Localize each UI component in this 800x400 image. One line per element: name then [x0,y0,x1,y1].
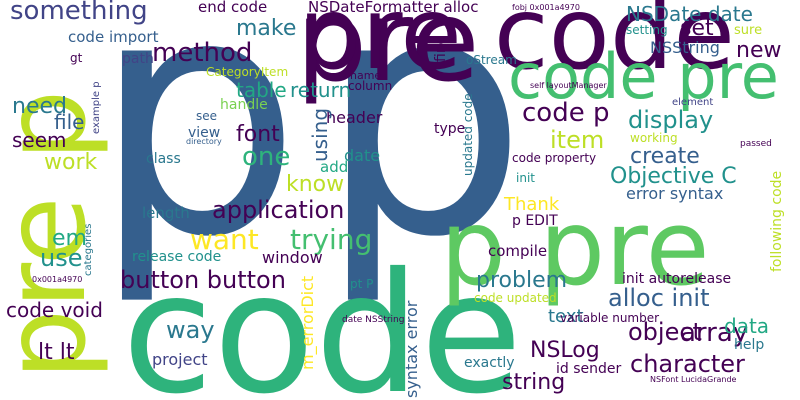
word-date-nsstring: date NSString [342,315,405,325]
word-working: working [630,131,678,145]
word-date: date [344,146,381,165]
word-seem: seem [12,128,67,152]
word-0x001a4970: 0x001a4970 [32,275,83,284]
word-string: string [502,370,566,395]
word-return: return [290,78,352,102]
word-add: add [320,158,349,176]
word-error-syntax: error syntax [626,184,724,203]
word-using: using [308,107,332,162]
word-end-code: end code [198,0,268,16]
word-problem: problem [476,268,568,293]
word-font: font [236,122,280,147]
word-character: character [630,350,745,378]
word-exactly: exactly [464,355,515,371]
word-view: view [188,125,221,141]
word-code-void: code void [6,298,103,322]
word-project: project [152,350,208,369]
word-syntax-error: syntax error [402,300,421,398]
word-set: set [680,16,714,41]
word-class: class [146,151,181,167]
word-object: object [628,318,702,346]
word-length: length [142,204,190,222]
word-know: know [286,172,345,197]
word-p-edit: p EDIT [512,213,558,229]
word-categories: categories [83,223,94,276]
word-following-code: following code [769,170,785,272]
word-array: array [680,318,749,348]
word-sure: sure [734,23,763,38]
word-nslog: NSLog [530,338,600,363]
word-variable-number: variable number [560,311,660,325]
word-pt-p: pt P [350,277,374,291]
word-file: file [54,110,85,134]
word-release-code: release code [132,249,222,265]
word-init-autorelease: init autorelease [622,271,732,287]
word-p-1: p [92,0,302,309]
word-see: see [196,109,218,123]
word-item: item [550,126,605,154]
word-example-p: example p [91,81,102,134]
word-need: need [12,94,67,119]
word-ostream: oStream [466,53,517,67]
word-text: text [548,306,584,327]
word-alloc-init: alloc init [608,284,710,312]
word-create: create [630,144,700,169]
word-want: want [190,223,259,256]
word-self-layoutmanager: self layoutManager [530,81,607,90]
word-make: make [236,16,297,41]
word-display: display [628,106,714,134]
word-table: table [236,78,287,102]
word-window: window [262,248,323,267]
word-m-errordict: m_errorDict [298,275,317,370]
word-header: header [326,108,383,127]
word-pre: pre [296,0,480,107]
word-fine: fine [433,35,449,62]
word-gt: gt [70,51,83,65]
word-code-big: code [122,238,523,400]
word-button-button: button button [120,266,286,294]
word-code-property: code property [512,151,597,165]
word-column: column [348,79,393,93]
word-lt-lt: lt lt [38,340,75,365]
word-handle: handle [220,97,268,113]
word-pre-code: pre code [298,0,735,92]
word-id-sender: id sender [556,361,622,377]
word-thank: Thank [504,194,560,215]
word-nsfont-lucidagrande: NSFont LucidaGrande [650,375,737,384]
word-code-p: code p [522,98,610,128]
word-directory: directory [186,137,222,146]
word-new: new [736,38,782,63]
word-use: use [40,244,83,272]
word-data: data [724,314,770,338]
word-compile: compile [488,242,548,260]
word-method: method [152,38,253,68]
word-init: init [516,171,535,185]
word-path: path [122,51,154,67]
word-way: way [166,316,215,344]
word-code-updated: code updated [474,291,557,305]
word-work: work [44,150,98,175]
word-help: help [734,337,765,353]
word-nsdate-date: NSDate date [626,2,753,26]
word-something: something [10,0,148,26]
word-passed: passed [740,139,772,149]
word-em: em [52,226,87,251]
word-code-pre: code pre [508,40,779,113]
word-name: name [350,69,382,82]
word-categoryitem: CategoryItem [206,65,289,79]
word-code-import: code import [68,28,159,46]
word-trying: trying [290,223,373,256]
word-nsdateformatter-alloc: NSDateFormatter alloc [308,0,479,16]
word-element: element [672,97,714,108]
word-p-2: p [318,0,528,309]
word-one: one [242,142,291,172]
word-objective-c: Objective C [610,164,737,189]
word-fobj-0x001a4970: fobj 0x001a4970 [512,3,580,12]
word-application: application [212,196,345,224]
word-setting: setting [626,23,668,37]
word-p-pre: p pre [440,187,710,309]
word-type: type [434,121,466,137]
word-nsstring: NSString [650,38,720,57]
